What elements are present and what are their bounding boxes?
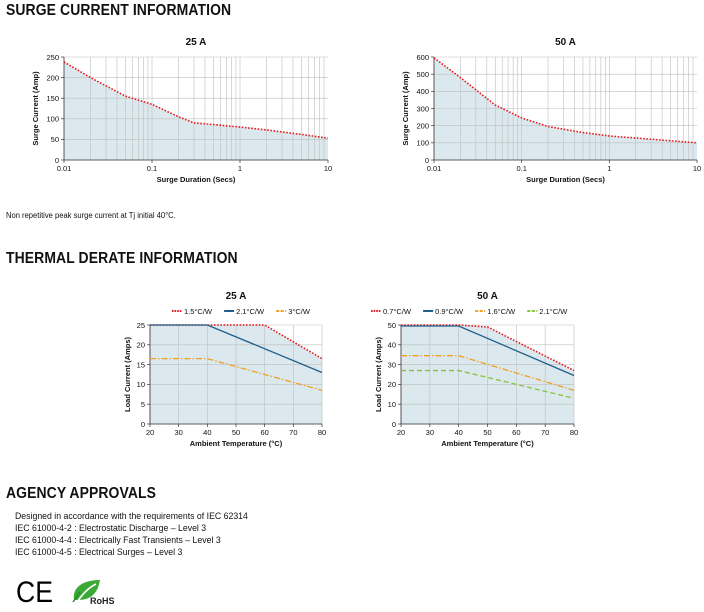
x-tick-label: 40: [454, 428, 462, 437]
y-axis-label: Load Current (Amps): [123, 336, 132, 412]
y-tick-label: 150: [46, 94, 59, 103]
y-tick-label: 40: [388, 341, 396, 350]
thermal-section-title: THERMAL DERATE INFORMATION: [6, 250, 238, 267]
x-tick-label: 40: [203, 428, 211, 437]
y-axis-label: Surge Current (Amp): [31, 71, 40, 146]
area-fill: [64, 61, 328, 160]
series-line: [433, 57, 698, 144]
y-tick-label: 200: [416, 121, 429, 130]
series-line: [401, 355, 575, 391]
y-tick-label: 15: [137, 360, 145, 369]
y-tick-label: 5: [141, 400, 145, 409]
x-tick-label: 1: [607, 164, 611, 173]
series-line: [401, 324, 575, 372]
legend-label: 0.9°C/W: [435, 307, 464, 316]
x-axis-label: Ambient Temperature (°C): [441, 439, 534, 448]
x-tick-label: 0.01: [57, 164, 72, 173]
x-axis-label: Surge Duration (Secs): [157, 175, 236, 184]
rohs-logo-text: RoHS: [90, 596, 115, 606]
y-tick-label: 0: [141, 420, 145, 429]
x-tick-label: 80: [570, 428, 578, 437]
x-tick-label: 80: [318, 428, 326, 437]
y-tick-label: 400: [416, 87, 429, 96]
x-tick-label: 0.01: [427, 164, 442, 173]
x-tick-label: 20: [397, 428, 405, 437]
y-tick-label: 600: [416, 53, 429, 62]
surge-chart-50a: 50 A 0 100 200 300 400 500 600 0.01 0.1 1 10 Surge D…: [401, 37, 701, 184]
x-tick-label: 0.1: [516, 164, 526, 173]
legend-label: 0.7°C/W: [383, 307, 412, 316]
thermal-chart-25a: 25 A 0 5 10 15 20 25 20 30 40 50 60 70 80 Ambient Temp…: [123, 291, 326, 448]
x-tick-label: 10: [693, 164, 701, 173]
chart-title: 50 A: [477, 291, 498, 302]
y-axis-label: Surge Current (Amp): [401, 71, 410, 146]
x-axis-label: Surge Duration (Secs): [526, 175, 605, 184]
surge-chart-25a: 25 A 0 50 100 150 200 250 0.01 0.1 1 10 Surge Durat…: [31, 37, 332, 184]
y-tick-label: 100: [46, 115, 59, 124]
y-tick-label: 200: [46, 73, 59, 82]
y-tick-label: 50: [388, 321, 396, 330]
surge-section-title: SURGE CURRENT INFORMATION: [6, 2, 232, 19]
x-tick-label: 50: [232, 428, 240, 437]
x-tick-label: 20: [146, 428, 154, 437]
y-axis-label: Load Current (Amps): [374, 336, 383, 412]
series-line: [150, 324, 323, 374]
svg-text:CE: CE: [16, 576, 53, 606]
y-tick-label: 50: [51, 135, 59, 144]
x-tick-label: 50: [483, 428, 491, 437]
ce-mark-logo: CE: [16, 576, 53, 606]
series-line: [150, 324, 323, 360]
legend-label: 3°C/W: [288, 307, 311, 316]
area-fill: [434, 57, 697, 160]
agency-line-surge: IEC 61000-4-5 : Electrical Surges – Leve…: [15, 547, 183, 557]
surge-note: Non repetitive peak surge current at Tj …: [6, 211, 176, 220]
series-line: [401, 369, 575, 399]
series-line: [63, 61, 329, 139]
legend-label: 2.1°C/W: [539, 307, 568, 316]
y-tick-label: 0: [425, 156, 429, 165]
agency-line-eft: IEC 61000-4-4 : Electrically Fast Transi…: [15, 535, 221, 545]
legend-label: 1.5°C/W: [184, 307, 213, 316]
rohs-leaf-icon: [72, 580, 100, 605]
x-axis-label: Ambient Temperature (°C): [190, 439, 283, 448]
chart-title: 25 A: [186, 37, 207, 48]
x-tick-label: 70: [289, 428, 297, 437]
y-tick-label: 0: [55, 156, 59, 165]
y-tick-label: 100: [416, 139, 429, 148]
y-tick-label: 25: [137, 321, 145, 330]
x-tick-label: 10: [324, 164, 332, 173]
y-tick-label: 10: [137, 380, 145, 389]
agency-section-title: AGENCY APPROVALS: [6, 485, 157, 502]
y-tick-label: 30: [388, 360, 396, 369]
x-tick-label: 30: [426, 428, 434, 437]
y-tick-label: 10: [388, 400, 396, 409]
y-tick-label: 250: [46, 53, 59, 62]
x-tick-label: 0.1: [147, 164, 157, 173]
x-tick-label: 1: [238, 164, 242, 173]
y-tick-label: 20: [137, 341, 145, 350]
series-line: [401, 325, 575, 377]
legend-label: 1.6°C/W: [487, 307, 516, 316]
chart-title: 25 A: [226, 291, 247, 302]
x-tick-label: 60: [512, 428, 520, 437]
y-tick-label: 0: [392, 420, 396, 429]
legend-label: 2.1°C/W: [236, 307, 265, 316]
agency-line-iec62314: Designed in accordance with the requirem…: [15, 511, 248, 521]
agency-line-esd: IEC 61000-4-2 : Electrostatic Discharge …: [15, 523, 207, 533]
y-tick-label: 20: [388, 380, 396, 389]
x-tick-label: 60: [260, 428, 268, 437]
thermal-chart-50a: 50 A 0 10 20 30 40 50 20 30 40 50 60 70 80 Ambient Tem…: [371, 291, 578, 448]
x-tick-label: 30: [174, 428, 182, 437]
y-tick-label: 500: [416, 70, 429, 79]
chart-title: 50 A: [555, 37, 576, 48]
y-tick-label: 300: [416, 104, 429, 113]
x-tick-label: 70: [541, 428, 549, 437]
